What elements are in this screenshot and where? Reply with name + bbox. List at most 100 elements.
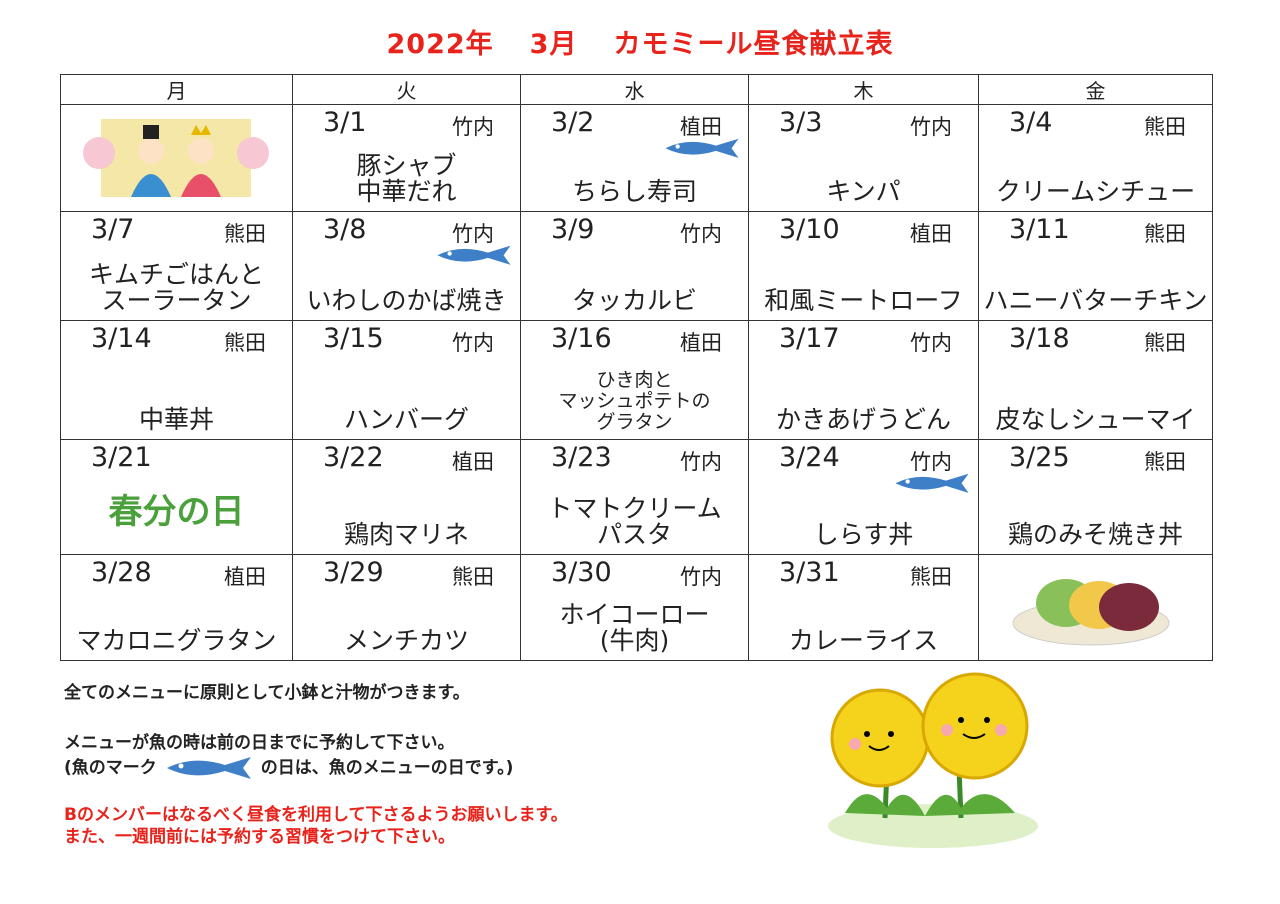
day-date: 3/17 [779,323,840,354]
day-cell: 3/23 竹内トマトクリーム パスタ [520,439,749,555]
day-date: 3/25 [1009,442,1070,473]
menu-line: グラタン [596,411,673,433]
day-cell: 3/1 竹内豚シャブ 中華だれ [292,104,521,212]
menu-line: マカロニグラタン [76,626,277,655]
day-date: 3/24 [779,442,840,473]
week-row: 3/28 植田 マカロニグラタン 3/29 熊田 メンチカツ 3/30 竹内 ホイコーロー (牛肉… [60,554,1213,661]
day-cell: 3/3 竹内 キンパ [748,104,979,212]
menu-line: 中華だれ [356,177,457,206]
day-cell: 3/31 熊田 カレーライス [748,554,979,661]
cook-name: 熊田 [1144,450,1186,474]
menu-item: クリームシチュー [979,179,1212,205]
note-fish-mark-a: (魚のマーク [64,757,157,778]
cook-name: 熊田 [910,565,952,589]
cook-name: 竹内 [452,115,494,139]
menu-item: キムチごはんと スーラータン [61,262,292,314]
menu-line: タッカルビ [571,286,697,315]
menu-line: 鶏のみそ焼き丼 [1007,520,1183,549]
title-year: 2022年 [386,29,494,60]
title-heading: カモミール昼食献立表 [613,29,894,60]
cook-name: 竹内 [680,222,722,246]
week-row: 3/7 熊田 キムチごはんと スーラータン 3/8 竹内 いわしのかば焼き 3/9 竹内 タッカル… [60,211,1213,321]
menu-line: ひき肉と [596,369,673,391]
day-date: 3/3 [779,107,823,138]
day-cell: 3/24 竹内しらす丼 [748,439,979,555]
day-date: 3/8 [323,214,367,245]
day-date: 3/23 [551,442,612,473]
week-row: 3/21 春分の日 3/22 植田 鶏肉マリネ 3/23 竹内 トマトクリーム パスタ 3/24 竹… [60,439,1213,555]
day-cell: 3/8 竹内いわしのかば焼き [292,211,521,321]
day-date: 3/14 [91,323,152,354]
cook-name: 竹内 [910,331,952,355]
cook-name: 竹内 [680,450,722,474]
day-cell: 3/4 熊田 クリームシチュー [978,104,1213,212]
day-cell [60,104,293,212]
menu-line: マッシュポテトの [558,390,711,412]
weekday-header: 月 [60,74,293,105]
menu-item: かきあげうどん [749,407,978,433]
menu-line: 中華丼 [138,405,214,434]
day-cell: 3/30 竹内ホイコーロー (牛肉) [520,554,749,661]
week-row: 3/14 熊田 中華丼 3/15 竹内 ハンバーグ 3/16 植田 ひき肉と マッシュポテトの グラ… [60,320,1213,440]
cook-name: 植田 [680,331,722,355]
day-cell [978,554,1213,661]
menu-line: いわしのかば焼き [306,286,507,315]
day-cell: 3/29 熊田 メンチカツ [292,554,521,661]
fish-icon [437,245,511,265]
menu-item: ホイコーロー (牛肉) [521,602,748,654]
menu-item: ひき肉と マッシュポテトの グラタン [521,370,748,433]
menu-line: 豚シャブ [356,151,457,180]
note-fish-mark: (魚のマーク の日は、魚のメニューの日です。) [64,755,513,781]
menu-item: 鶏のみそ焼き丼 [979,522,1212,548]
note-fish-mark-b: の日は、魚のメニューの日です。) [260,757,514,778]
cook-name: 熊田 [1144,331,1186,355]
menu-item: 鶏肉マリネ [293,522,520,548]
day-cell: 3/17 竹内かきあげうどん [748,320,979,440]
cook-name: 植田 [224,565,266,589]
cook-name: 熊田 [452,565,494,589]
day-date: 3/16 [551,323,612,354]
menu-line: しらす丼 [813,520,914,549]
title-month: 3月 [529,29,578,60]
day-date: 3/30 [551,557,612,588]
fish-icon [895,473,969,493]
hina-dolls-image [83,119,269,197]
menu-calendar: 月火水木金 3/1 竹内 豚シャブ 中華だれ 3/2 植田 ちらし寿司 3/3 竹内 キンパ 3/4… [60,74,1213,661]
weekday-header: 金 [978,74,1213,105]
cook-name: 植田 [680,115,722,139]
menu-line: かきあげうどん [775,405,951,434]
day-date: 3/9 [551,214,595,245]
menu-line: トマトクリーム [547,494,722,523]
day-date: 3/4 [1009,107,1053,138]
day-date: 3/21 [91,442,152,473]
day-date: 3/1 [323,107,367,138]
day-cell: 3/2 植田ちらし寿司 [520,104,749,212]
menu-line: クリームシチュー [995,177,1196,206]
cook-name: 竹内 [452,331,494,355]
menu-item: ハニーバターチキン [979,288,1212,314]
cook-name: 竹内 [910,450,952,474]
menu-item: しらす丼 [749,522,978,548]
weekday-header: 水 [520,74,749,105]
day-date: 3/2 [551,107,595,138]
cook-name: 竹内 [680,565,722,589]
menu-item: ハンバーグ [293,407,520,433]
cook-name: 熊田 [224,331,266,355]
menu-item: タッカルビ [521,288,748,314]
menu-item: いわしのかば焼き [293,288,520,314]
day-cell: 3/15 竹内 ハンバーグ [292,320,521,440]
cook-name: 植田 [910,222,952,246]
menu-line: メンチカツ [343,626,469,655]
menu-item: キンパ [749,179,978,205]
day-cell: 3/14 熊田中華丼 [60,320,293,440]
menu-item: ちらし寿司 [521,179,748,205]
page-title: 2022年 3月 カモミール昼食献立表 [0,22,1280,61]
cook-name: 竹内 [452,222,494,246]
note-side-dishes: 全てのメニューに原則として小鉢と汁物がつきます。 [64,683,470,703]
menu-item: トマトクリーム パスタ [521,496,748,548]
cook-name: 植田 [452,450,494,474]
day-date: 3/11 [1009,214,1070,245]
fish-icon [166,757,251,779]
day-date: 3/18 [1009,323,1070,354]
ohagi-image [1012,579,1170,646]
